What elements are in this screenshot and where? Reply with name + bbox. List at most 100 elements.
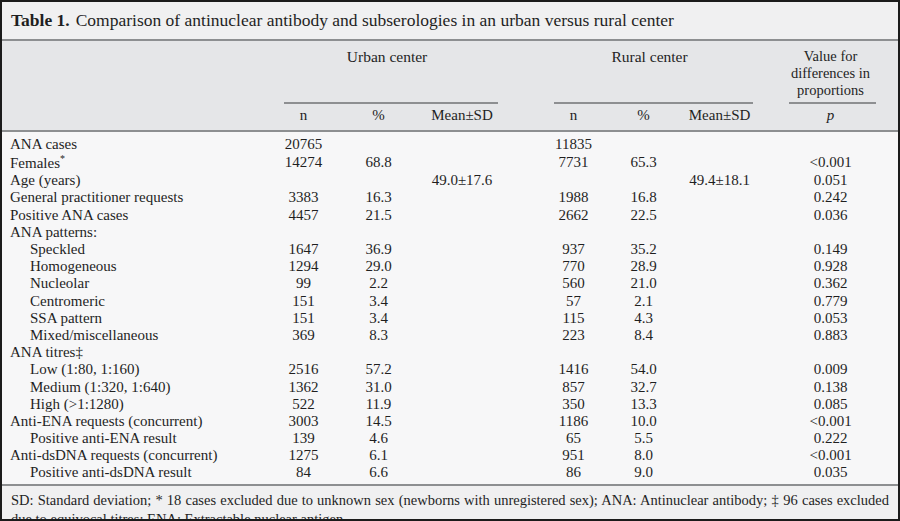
row-label-text: Females: [10, 155, 60, 171]
table-row: Age (years)49.0±17.649.4±18.10.051: [2, 172, 898, 189]
urban-group-label: Urban center: [347, 48, 427, 65]
cell-urban-n: 14274: [266, 153, 341, 172]
cell-rural-n: 11835: [536, 131, 611, 153]
row-label: Age (years): [2, 172, 266, 189]
cell-rural-pct: [611, 172, 676, 189]
row-label-text: General practitioner requests: [10, 189, 183, 205]
spacer-column-header: [508, 40, 536, 104]
cell-rural-mean: [676, 207, 763, 224]
cell-urban-n: [266, 344, 341, 361]
cell-urban-n: 20765: [266, 131, 341, 153]
row-label: Centromeric: [2, 293, 266, 310]
cell-p-value: 0.362: [763, 275, 898, 292]
cell-rural-n: 857: [536, 378, 611, 395]
cell-p-value: 0.883: [763, 327, 898, 344]
row-label: ANA titres‡: [2, 344, 266, 361]
cell-rural-mean: 49.4±18.1: [676, 172, 763, 189]
cell-urban-n: 522: [266, 396, 341, 413]
cell-urban-mean: [416, 447, 508, 464]
row-label-text: Centromeric: [30, 293, 105, 309]
cell-p-value: 0.009: [763, 361, 898, 378]
table-row: Positive anti-ENA result1394.6655.50.222: [2, 430, 898, 447]
row-label: Homogeneous: [2, 258, 266, 275]
row-label: Nucleolar: [2, 275, 266, 292]
spacer-cell: [508, 413, 536, 430]
table-row: Mixed/miscellaneous3698.32238.40.883: [2, 327, 898, 344]
row-label: High (>1:1280): [2, 396, 266, 413]
cell-urban-pct: 68.8: [341, 153, 416, 172]
cell-urban-pct: 16.3: [341, 189, 416, 206]
cell-p-value: [763, 131, 898, 153]
row-label-text: Positive anti-ENA result: [30, 430, 177, 446]
cell-rural-mean: [676, 189, 763, 206]
cell-rural-mean: [676, 131, 763, 153]
spacer-cell: [508, 131, 536, 153]
table-figure: Table 1. Comparison of antinuclear antib…: [0, 0, 900, 521]
p-group-header: Value for differences in proportions: [763, 40, 898, 104]
group-header-row: Urban center Rural center Value for diff…: [2, 40, 898, 104]
cell-rural-pct: 21.0: [611, 275, 676, 292]
cell-urban-pct: 3.4: [341, 293, 416, 310]
rural-group-underline: [554, 102, 753, 104]
cell-rural-pct: 32.7: [611, 378, 676, 395]
cell-urban-n: 84: [266, 464, 341, 483]
row-label: Anti-ENA requests (concurrent): [2, 413, 266, 430]
cell-urban-mean: [416, 207, 508, 224]
cell-urban-n: 99: [266, 275, 341, 292]
cell-rural-mean: [676, 430, 763, 447]
cell-p-value: 0.779: [763, 293, 898, 310]
table-row: ANA cases2076511835: [2, 131, 898, 153]
cell-urban-pct: 36.9: [341, 241, 416, 258]
spacer-cell: [508, 447, 536, 464]
cell-urban-n: 369: [266, 327, 341, 344]
cell-rural-pct: 35.2: [611, 241, 676, 258]
cell-urban-mean: [416, 153, 508, 172]
cell-rural-mean: [676, 224, 763, 241]
row-label-text: High (>1:1280): [30, 396, 124, 412]
cell-p-value: 0.242: [763, 189, 898, 206]
row-label-text: Anti-ENA requests (concurrent): [10, 413, 202, 429]
rural-pct-header: %: [611, 104, 676, 131]
cell-rural-mean: [676, 396, 763, 413]
table-row: Anti-dsDNA requests (concurrent)12756.19…: [2, 447, 898, 464]
cell-p-value: 0.036: [763, 207, 898, 224]
cell-urban-mean: [416, 396, 508, 413]
row-label-text: Age (years): [10, 172, 80, 188]
cell-urban-mean: [416, 258, 508, 275]
spacer-cell: [508, 241, 536, 258]
cell-urban-pct: 14.5: [341, 413, 416, 430]
cell-p-value: <0.001: [763, 447, 898, 464]
cell-urban-mean: [416, 310, 508, 327]
cell-rural-pct: 54.0: [611, 361, 676, 378]
cell-rural-n: 115: [536, 310, 611, 327]
cell-urban-pct: [341, 172, 416, 189]
cell-urban-pct: 11.9: [341, 396, 416, 413]
cell-rural-n: 1416: [536, 361, 611, 378]
row-label: Speckled: [2, 241, 266, 258]
spacer-cell: [508, 189, 536, 206]
cell-urban-pct: 3.4: [341, 310, 416, 327]
row-label-text: SSA pattern: [30, 310, 102, 326]
data-table: Urban center Rural center Value for diff…: [2, 39, 898, 484]
cell-rural-n: 1186: [536, 413, 611, 430]
cell-urban-pct: 31.0: [341, 378, 416, 395]
table-title-number: Table 1.: [11, 10, 70, 31]
table-title: Table 1. Comparison of antinuclear antib…: [2, 2, 898, 39]
cell-p-value: 0.053: [763, 310, 898, 327]
label-subheader: [2, 104, 266, 131]
cell-urban-mean: [416, 378, 508, 395]
cell-rural-mean: [676, 153, 763, 172]
cell-rural-n: [536, 344, 611, 361]
urban-pct-header: %: [341, 104, 416, 131]
row-label-text: Speckled: [30, 241, 85, 257]
cell-rural-pct: 5.5: [611, 430, 676, 447]
row-label-text: Medium (1:320, 1:640): [30, 379, 170, 395]
spacer-cell: [508, 275, 536, 292]
cell-rural-mean: [676, 344, 763, 361]
row-label: Positive ANA cases: [2, 207, 266, 224]
cell-rural-pct: 8.4: [611, 327, 676, 344]
cell-urban-pct: 6.1: [341, 447, 416, 464]
cell-urban-mean: [416, 361, 508, 378]
cell-rural-pct: [611, 131, 676, 153]
table-body: ANA cases2076511835Females*1427468.87731…: [2, 131, 898, 484]
